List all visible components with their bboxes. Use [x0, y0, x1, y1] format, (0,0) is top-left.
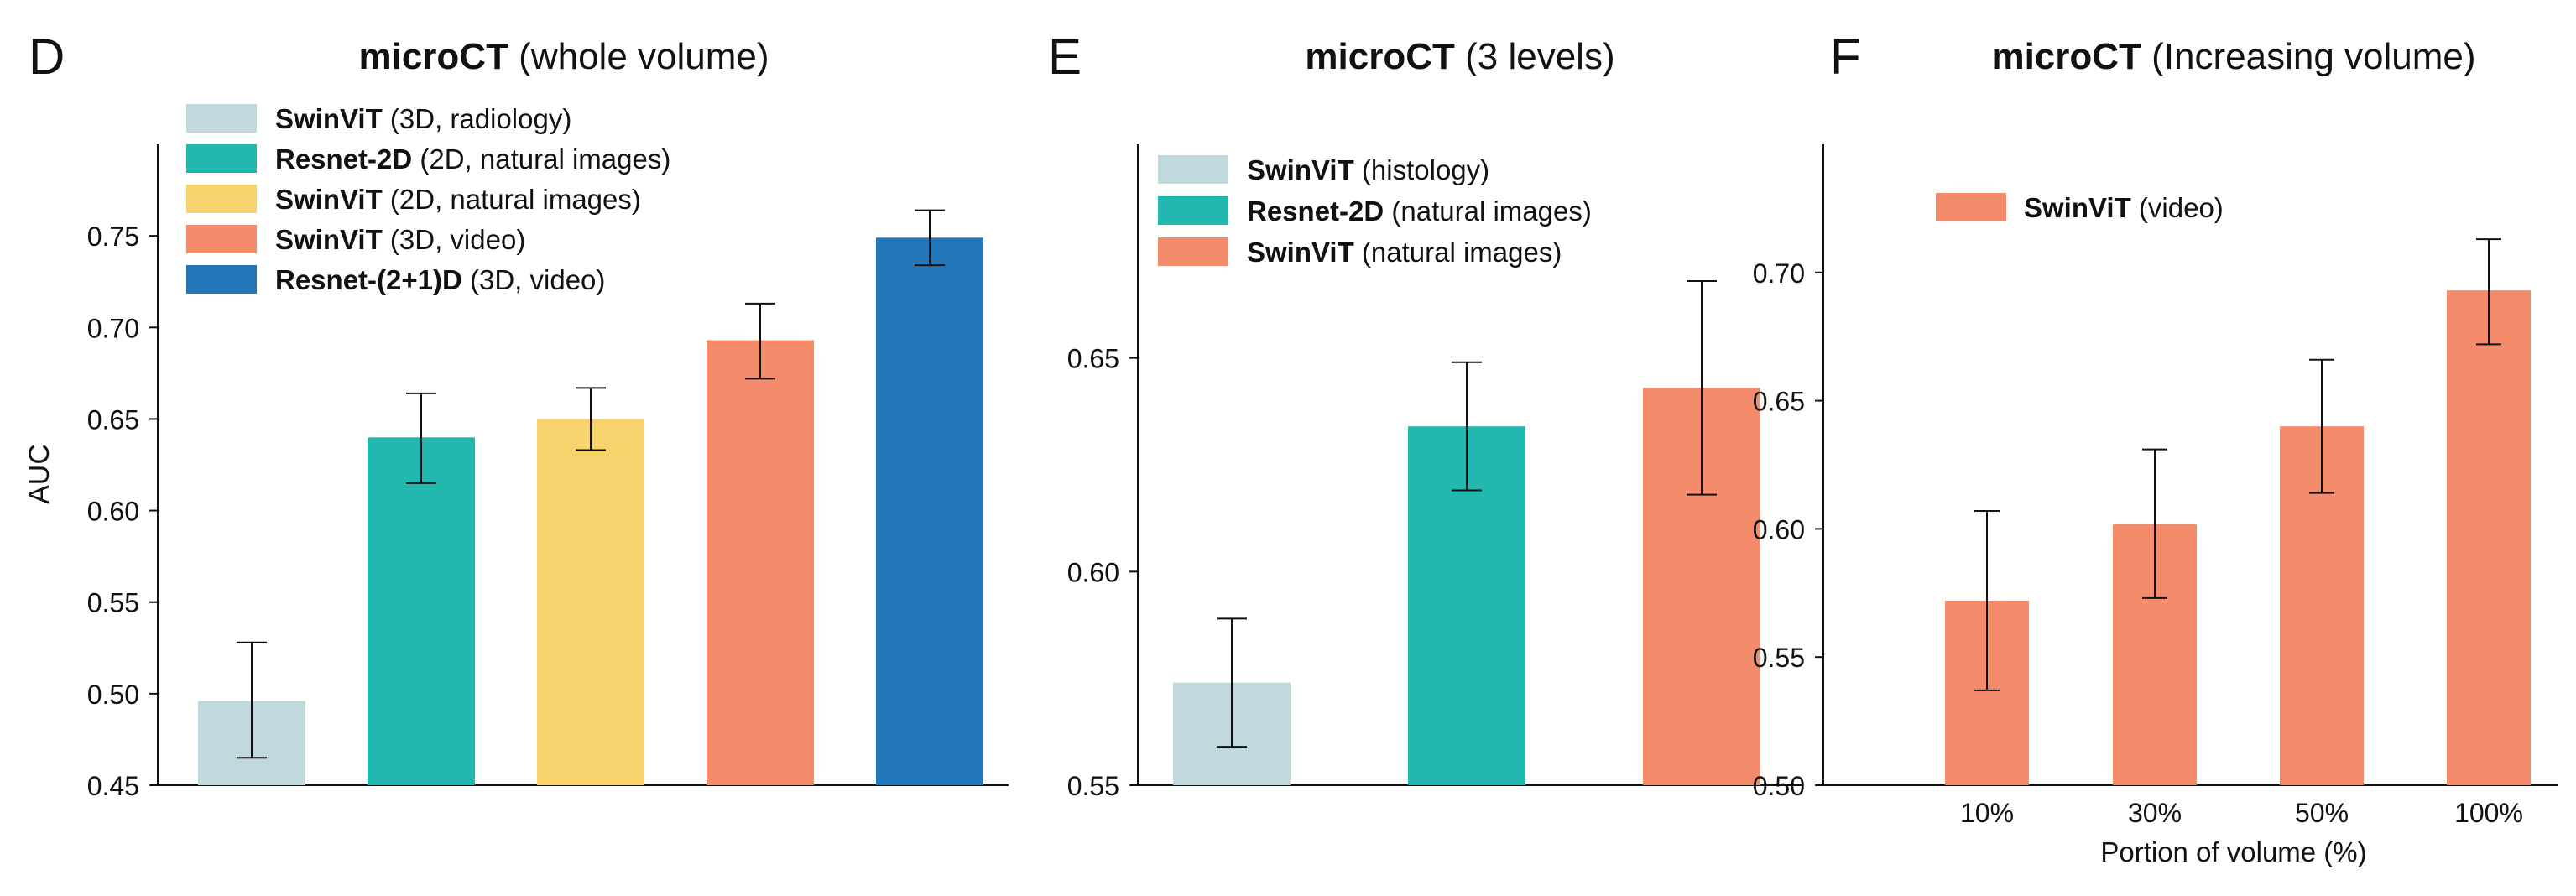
y-tick-label: 0.65	[1067, 344, 1119, 374]
y-tick-label: 0.60	[87, 497, 139, 527]
panel-f-bars	[1945, 239, 2531, 785]
panel-e-title: microCT (3 levels)	[1305, 36, 1614, 77]
legend-item: SwinViT (natural images)	[1158, 237, 1562, 268]
bar	[876, 237, 983, 785]
x-axis-label: Portion of volume (%)	[2100, 836, 2366, 867]
bar	[2447, 290, 2531, 785]
panel-e-legend: SwinViT (histology) Resnet-2D (natural i…	[1158, 154, 1592, 268]
y-tick-label: 0.55	[1067, 771, 1119, 801]
legend-swatch	[186, 104, 257, 133]
panel-f: F microCT (Increasing volume) 0.50 0.55 0.…	[1753, 29, 2558, 867]
y-axis-label: AUC	[23, 444, 55, 504]
y-tick-label: 0.50	[87, 680, 139, 710]
legend-item: SwinViT (video)	[1936, 192, 2224, 223]
legend-swatch	[1158, 237, 1228, 266]
legend-item: SwinViT (2D, natural images)	[186, 184, 641, 215]
legend-label: Resnet-(2+1)D (3D, video)	[275, 264, 605, 295]
legend-swatch	[186, 265, 257, 294]
x-tick-label: 50%	[2295, 798, 2349, 828]
y-tick-label: 0.55	[87, 588, 139, 618]
legend-swatch	[186, 185, 257, 213]
legend-item: Resnet-(2+1)D (3D, video)	[186, 264, 605, 295]
x-tick-label: 10%	[1960, 798, 2014, 828]
legend-label: SwinViT (3D, video)	[275, 224, 525, 255]
y-tick-label: 0.50	[1753, 771, 1805, 801]
panel-d: D microCT (whole volume) AUC 0.45 0.50 0.5…	[23, 29, 1009, 801]
y-tick-label: 0.60	[1067, 557, 1119, 587]
x-tick-label: 30%	[2128, 798, 2182, 828]
legend-label: SwinViT (2D, natural images)	[275, 184, 641, 215]
bar	[537, 419, 644, 785]
panel-f-legend: SwinViT (video)	[1936, 192, 2224, 223]
legend-swatch	[1158, 196, 1228, 225]
panel-letter-e: E	[1048, 29, 1082, 85]
y-tick-label: 0.70	[87, 313, 139, 343]
x-tick-label: 100%	[2454, 798, 2523, 828]
legend-swatch	[186, 144, 257, 173]
panel-letter-d: D	[29, 29, 65, 85]
y-tick-label: 0.65	[87, 404, 139, 435]
legend-label: SwinViT (natural images)	[1247, 237, 1562, 268]
panel-e-bars	[1173, 281, 1760, 785]
bar	[368, 437, 475, 785]
legend-label: Resnet-2D (2D, natural images)	[275, 143, 670, 175]
y-tick-label: 0.45	[87, 771, 139, 801]
figure-canvas: D microCT (whole volume) AUC 0.45 0.50 0.5…	[0, 0, 2576, 896]
panel-d-bars	[198, 211, 983, 785]
legend-label: SwinViT (video)	[2024, 192, 2224, 223]
panel-f-title: microCT (Increasing volume)	[1991, 36, 2475, 77]
legend-item: Resnet-2D (natural images)	[1158, 195, 1592, 227]
legend-swatch	[1158, 155, 1228, 184]
y-tick-label: 0.70	[1753, 258, 1805, 289]
legend-swatch	[186, 225, 257, 253]
bar	[707, 341, 814, 785]
legend-label: Resnet-2D (natural images)	[1247, 195, 1592, 227]
panel-e: E microCT (3 levels) 0.55 0.60 0.65 SwinVi…	[1048, 29, 1802, 801]
legend-item: SwinViT (3D, video)	[186, 224, 525, 255]
legend-item: SwinViT (histology)	[1158, 154, 1489, 185]
legend-label: SwinViT (3D, radiology)	[275, 103, 571, 134]
y-tick-label: 0.60	[1753, 514, 1805, 544]
panel-d-title: microCT (whole volume)	[358, 36, 769, 77]
y-tick-label: 0.75	[87, 221, 139, 252]
legend-item: SwinViT (3D, radiology)	[186, 103, 571, 134]
y-tick-label: 0.65	[1753, 387, 1805, 417]
legend-swatch	[1936, 193, 2006, 221]
legend-label: SwinViT (histology)	[1247, 154, 1489, 185]
legend-item: Resnet-2D (2D, natural images)	[186, 143, 670, 175]
panel-d-legend: SwinViT (3D, radiology) Resnet-2D (2D, n…	[186, 103, 670, 295]
panel-letter-f: F	[1830, 29, 1861, 85]
y-tick-label: 0.55	[1753, 643, 1805, 673]
